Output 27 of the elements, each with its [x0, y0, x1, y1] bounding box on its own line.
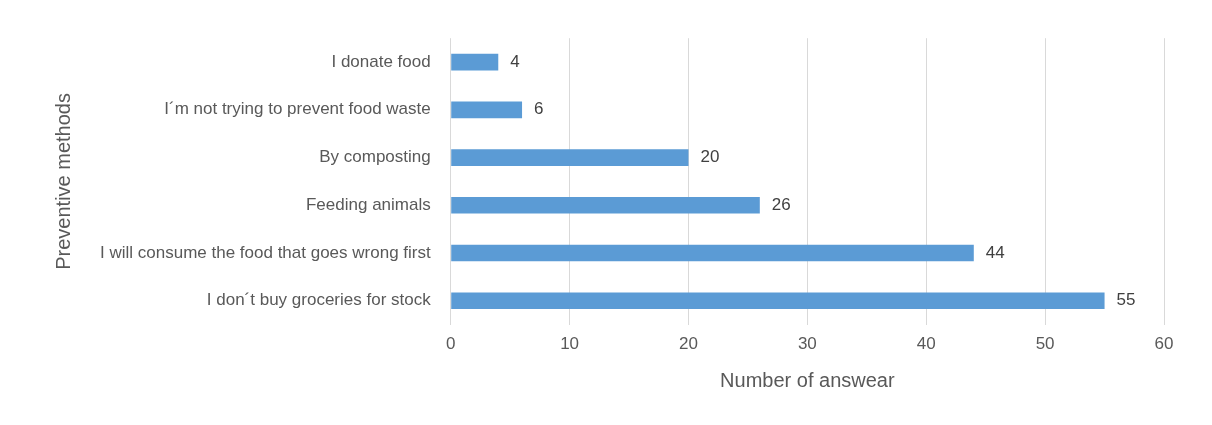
data-label: 20	[700, 147, 720, 167]
bar	[451, 149, 689, 166]
bar	[451, 196, 760, 214]
bar	[451, 244, 974, 262]
x-tick-label: 60	[1154, 334, 1174, 354]
bar	[451, 53, 499, 71]
y-tick-label: I don´t buy groceries for stock	[206, 290, 432, 310]
y-tick-label: By composting	[319, 147, 431, 167]
x-tick-label: 10	[560, 334, 580, 354]
y-axis-title: Preventive methods	[51, 93, 74, 270]
bar	[451, 292, 1105, 310]
data-label: 4	[510, 51, 520, 71]
y-tick-label: I donate food	[331, 51, 431, 71]
data-label: 44	[985, 242, 1005, 262]
data-label: 55	[1116, 290, 1136, 310]
x-tick-label: 50	[1035, 334, 1055, 354]
x-tick-label: 40	[916, 334, 936, 354]
data-label: 6	[534, 99, 544, 119]
x-tick-label: 20	[679, 334, 698, 354]
y-tick-label: Feeding animals	[305, 194, 431, 214]
y-tick-label: I will consume the food that goes wrong first	[99, 242, 431, 262]
x-axis-title: Number of answear	[720, 368, 895, 391]
y-tick-label: I´m not trying to prevent food waste	[164, 99, 431, 119]
x-tick-label: 0	[445, 334, 456, 354]
bar	[451, 101, 523, 119]
x-tick-label: 30	[797, 334, 817, 354]
data-label: 26	[771, 194, 791, 214]
